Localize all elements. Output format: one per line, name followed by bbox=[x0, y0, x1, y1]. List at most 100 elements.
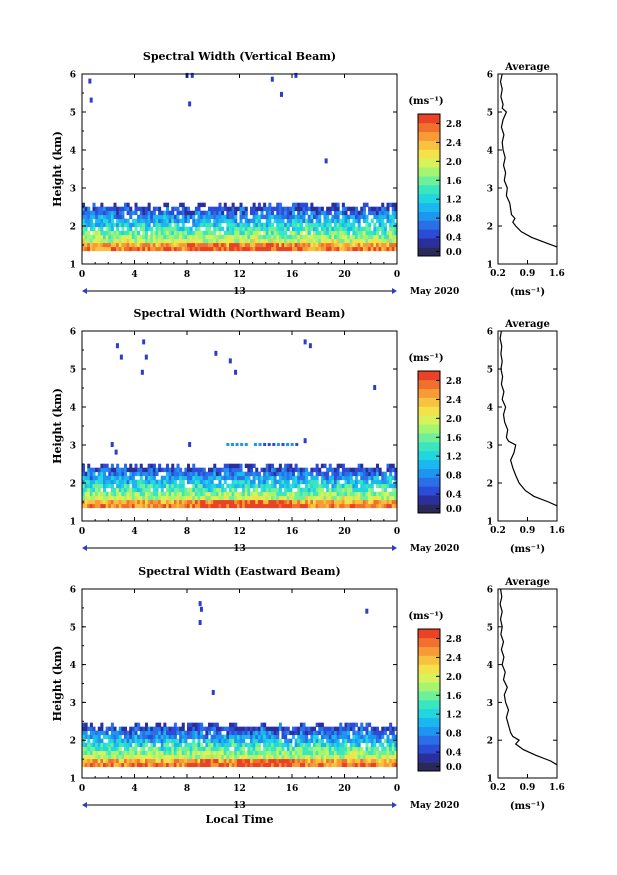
data-cell bbox=[281, 218, 285, 224]
data-cell bbox=[171, 463, 175, 469]
data-cell bbox=[276, 218, 280, 224]
data-cell bbox=[252, 734, 256, 740]
data-cell bbox=[339, 746, 343, 752]
data-cell bbox=[84, 475, 88, 481]
data-cell bbox=[231, 206, 235, 212]
data-cell bbox=[103, 762, 107, 768]
data-cell bbox=[187, 746, 191, 752]
data-cell bbox=[105, 218, 109, 224]
data-cell bbox=[242, 738, 246, 744]
data-cell bbox=[121, 491, 125, 497]
data-cell bbox=[326, 214, 330, 220]
data-cell bbox=[200, 487, 204, 493]
data-cell bbox=[331, 202, 335, 208]
data-cell bbox=[370, 503, 374, 509]
data-cell bbox=[213, 742, 217, 748]
data-cell bbox=[278, 499, 282, 505]
data-cell bbox=[215, 238, 219, 244]
data-cell bbox=[357, 210, 361, 216]
data-cell bbox=[87, 726, 91, 732]
data-cell bbox=[210, 487, 214, 493]
data-cell bbox=[231, 467, 235, 473]
data-cell bbox=[292, 206, 296, 212]
data-cell bbox=[355, 738, 359, 744]
data-cell bbox=[349, 475, 353, 481]
data-cell bbox=[281, 754, 285, 760]
x-tick-label: 8 bbox=[184, 784, 190, 794]
data-cell bbox=[155, 206, 159, 212]
data-cell bbox=[276, 754, 280, 760]
data-cell bbox=[87, 479, 91, 485]
data-cell bbox=[239, 226, 243, 232]
data-cell bbox=[318, 242, 322, 248]
data-cell bbox=[95, 491, 99, 497]
data-cell bbox=[289, 222, 293, 228]
data-cell bbox=[370, 726, 374, 732]
data-cell bbox=[339, 242, 343, 248]
data-cell bbox=[286, 210, 290, 216]
colorbar-tick-label: 0.8 bbox=[446, 215, 462, 225]
data-cell bbox=[89, 246, 93, 252]
data-cell bbox=[129, 479, 133, 485]
data-cell bbox=[171, 750, 175, 756]
data-cell bbox=[299, 495, 303, 501]
data-cell bbox=[265, 242, 269, 248]
data-cell bbox=[150, 238, 154, 244]
data-cell bbox=[378, 750, 382, 756]
data-cell bbox=[250, 495, 254, 501]
data-cell bbox=[391, 475, 395, 481]
data-cell bbox=[134, 479, 138, 485]
data-cell bbox=[244, 222, 248, 228]
data-cell bbox=[268, 491, 272, 497]
data-cell bbox=[257, 742, 261, 748]
data-cell bbox=[307, 234, 311, 240]
data-cell bbox=[158, 762, 162, 768]
data-cell bbox=[139, 503, 143, 509]
data-cell bbox=[268, 754, 272, 760]
data-cell bbox=[173, 479, 177, 485]
data-cell bbox=[131, 730, 135, 736]
data-cell bbox=[334, 226, 338, 232]
data-cell bbox=[187, 758, 191, 764]
data-cell bbox=[131, 238, 135, 244]
data-cell bbox=[271, 738, 275, 744]
data-cell bbox=[126, 758, 130, 764]
data-cell bbox=[247, 238, 251, 244]
data-cell bbox=[373, 467, 377, 473]
data-cell bbox=[284, 242, 288, 248]
data-cell bbox=[389, 483, 393, 489]
data-cell bbox=[124, 471, 128, 477]
data-cell bbox=[131, 495, 135, 501]
data-cell bbox=[231, 722, 235, 728]
data-cell bbox=[116, 746, 120, 752]
data-cell bbox=[189, 746, 193, 752]
data-cell bbox=[210, 238, 214, 244]
data-cell bbox=[197, 234, 201, 240]
data-cell bbox=[313, 726, 317, 732]
data-cell bbox=[239, 242, 243, 248]
data-cell bbox=[105, 754, 109, 760]
data-cell bbox=[229, 210, 233, 216]
data-cell bbox=[352, 234, 356, 240]
data-cell bbox=[294, 750, 298, 756]
data-cell bbox=[378, 210, 382, 216]
data-cell bbox=[331, 238, 335, 244]
data-cell bbox=[252, 222, 256, 228]
data-cell bbox=[210, 475, 214, 481]
data-cell bbox=[273, 726, 277, 732]
data-cell bbox=[84, 214, 88, 220]
data-cell bbox=[297, 746, 301, 752]
data-cell bbox=[234, 230, 238, 236]
data-cell bbox=[376, 471, 380, 477]
data-cell bbox=[150, 475, 154, 481]
data-cell bbox=[210, 206, 214, 212]
data-cell bbox=[368, 738, 372, 744]
data-cell bbox=[152, 495, 156, 501]
data-cell bbox=[184, 230, 188, 236]
data-cell bbox=[147, 234, 151, 240]
data-cell bbox=[129, 750, 133, 756]
data-cell bbox=[163, 238, 167, 244]
data-cell bbox=[370, 491, 374, 497]
data-cell bbox=[142, 222, 146, 228]
data-cell bbox=[360, 214, 364, 220]
